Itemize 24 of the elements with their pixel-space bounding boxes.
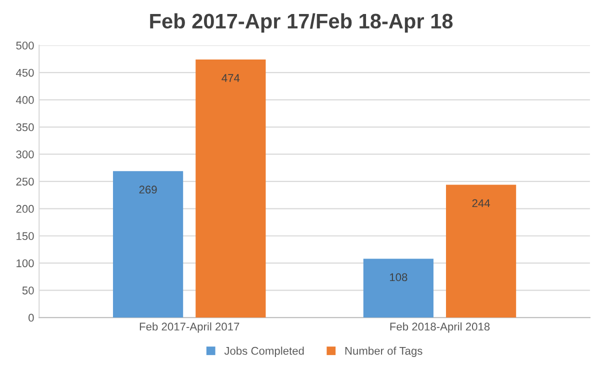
data-label: 474: [222, 74, 240, 82]
data-label: 108: [390, 273, 408, 282]
legend-label: Number of Tags: [345, 346, 422, 357]
data-label: 269: [139, 186, 157, 194]
y-tick-label: 200: [16, 204, 34, 213]
data-label: 244: [472, 199, 490, 208]
x-tick-label: Feb 2017-April 2017: [140, 322, 240, 333]
y-tick-label: 100: [16, 259, 34, 268]
x-tick-label: Feb 2018-April 2018: [390, 322, 490, 333]
bar: [112, 171, 184, 318]
y-tick-label: 350: [16, 123, 34, 132]
y-tick-label: 500: [16, 42, 34, 50]
y-tick-label: 250: [16, 178, 34, 186]
chart-title: Feb 2017-Apr 17/Feb 18-Apr 18: [150, 13, 453, 33]
y-tick-label: 50: [22, 286, 34, 294]
y-tick-label: 0: [28, 314, 34, 322]
y-tick-label: 450: [16, 68, 34, 77]
legend-label: Jobs Completed: [224, 346, 304, 357]
y-tick-label: 300: [16, 150, 34, 158]
y-tick-label: 150: [16, 232, 34, 240]
bar: [363, 258, 434, 318]
y-tick-label: 400: [16, 96, 34, 104]
bar: [196, 60, 266, 318]
bar: [446, 184, 516, 318]
